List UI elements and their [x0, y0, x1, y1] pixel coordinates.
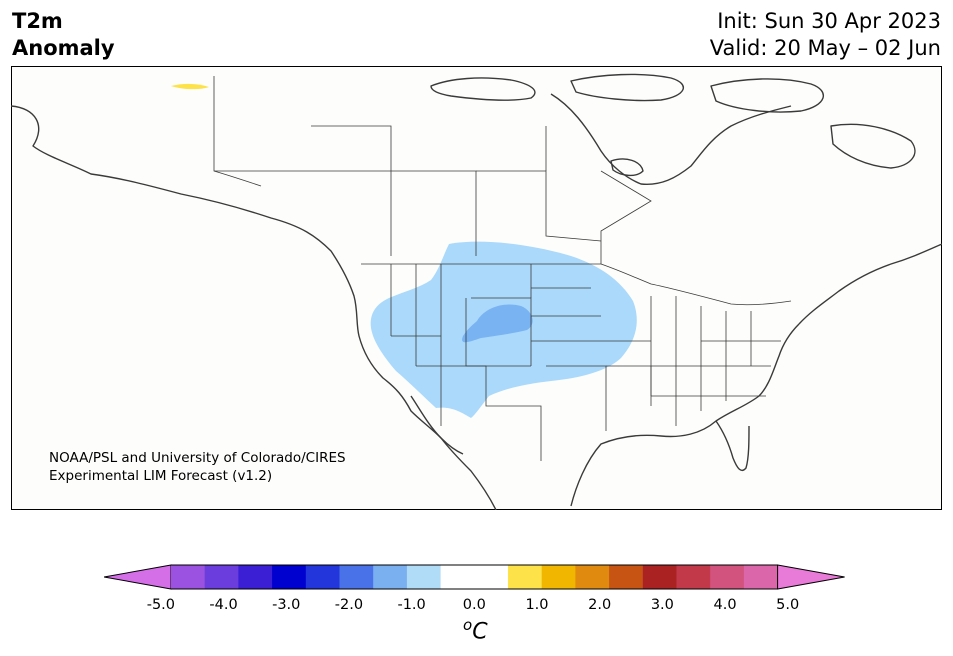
- anomaly-map: [11, 66, 942, 510]
- alaska-north-slope-warm-anomaly: [171, 83, 209, 90]
- colorbar-swatch: [406, 565, 442, 589]
- colorbar-swatch: [238, 565, 273, 589]
- colorbar-swatch: [508, 565, 543, 589]
- init-date: Init: Sun 30 Apr 2023: [717, 9, 941, 33]
- colorbar-swatch: [642, 565, 677, 589]
- credit-note: NOAA/PSL and University of Colorado/CIRE…: [49, 449, 346, 485]
- colorbar-swatch: [609, 565, 644, 589]
- colorbar-swatch: [743, 565, 779, 589]
- colorbar-swatch: [474, 565, 509, 589]
- colorbar-tick-label: 0.0: [462, 597, 486, 613]
- credit-line-1: NOAA/PSL and University of Colorado/CIRE…: [49, 450, 346, 466]
- colorbar-swatch: [440, 565, 475, 589]
- colorbar-tick-label: -4.0: [209, 597, 238, 613]
- coastlines: [11, 73, 942, 510]
- valid-range: Valid: 20 May – 02 Jun: [709, 36, 941, 60]
- central-rockies-cooler-anomaly: [462, 304, 533, 343]
- colorbar-tick-label: 4.0: [713, 597, 737, 613]
- colorbar-tick-label: -1.0: [397, 597, 426, 613]
- colorbar: [103, 563, 852, 595]
- figure-title: T2m Anomaly: [12, 8, 115, 62]
- colorbar-tick-label: 3.0: [650, 597, 674, 613]
- colorbar-swatch: [305, 565, 340, 589]
- colorbar-tick-label: 1.0: [525, 597, 549, 613]
- colorbar-tick-label: 5.0: [776, 597, 800, 613]
- political-boundaries: [213, 76, 792, 461]
- colorbar-ticks: -5.0 -4.0 -3.0 -2.0 -1.0 0.0 1.0 2.0 3.0 4.0 5.0: [0, 597, 953, 617]
- unit-base: C: [472, 619, 488, 645]
- colorbar-swatch: [373, 565, 408, 589]
- unit-superscript: o: [463, 616, 473, 634]
- colorbar-swatch: [575, 565, 610, 589]
- forecast-dates: Init: Sun 30 Apr 2023 Valid: 20 May – 02…: [710, 8, 941, 62]
- quantity-label: Anomaly: [12, 36, 115, 60]
- colorbar-swatch: [339, 565, 374, 589]
- colorbar-swatch: [710, 565, 745, 589]
- colorbar-swatch: [676, 565, 711, 589]
- colorbar-swatch: [204, 565, 239, 589]
- colorbar-swatch: [272, 565, 307, 589]
- map-canvas: [11, 66, 942, 510]
- colorbar-max-extend-arrow: [777, 564, 845, 590]
- colorbar-min-extend-arrow: [103, 564, 172, 590]
- colorbar-tick-label: -3.0: [272, 597, 301, 613]
- colorbar-unit: oC: [463, 616, 488, 644]
- colorbar-tick-label: -5.0: [146, 597, 176, 613]
- colorbar-swatch: [541, 565, 576, 589]
- colorbar-tick-label: 2.0: [588, 597, 612, 613]
- credit-line-2: Experimental LIM Forecast (v1.2): [49, 468, 273, 484]
- colorbar-tick-label: -2.0: [334, 597, 364, 613]
- colorbar-swatch: [171, 565, 206, 589]
- variable-label: T2m: [12, 9, 63, 33]
- colorbar-outline: [171, 564, 778, 590]
- colorbar-swatches: [103, 564, 845, 590]
